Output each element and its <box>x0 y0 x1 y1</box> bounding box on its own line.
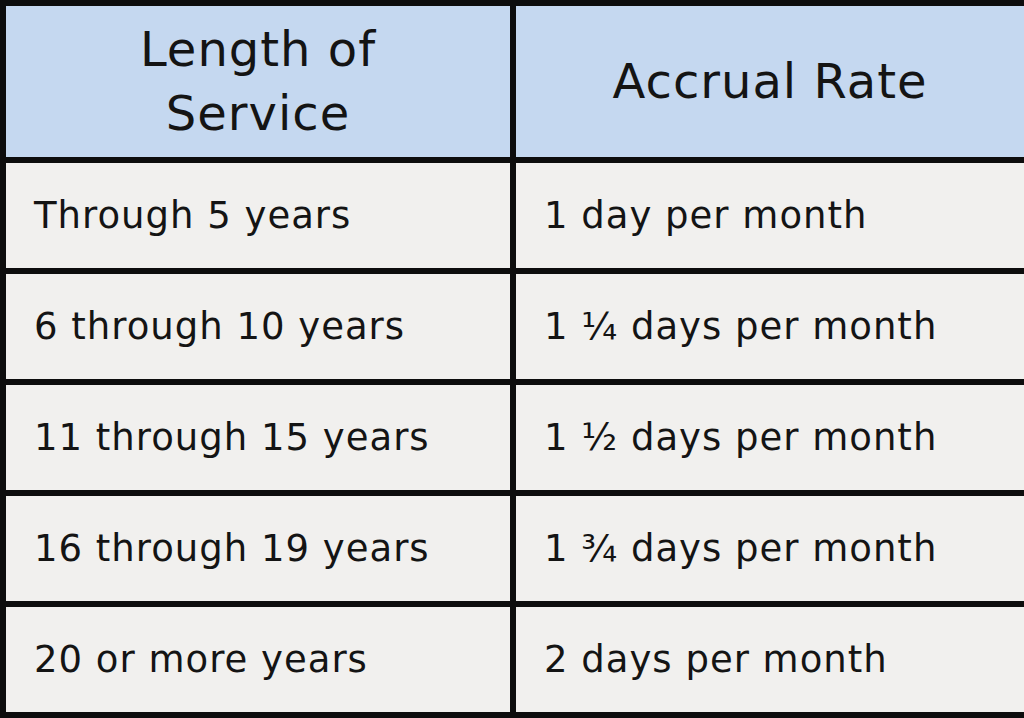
service-cell: 11 through 15 years <box>3 382 513 493</box>
rate-cell: 1 ½ days per month <box>513 382 1024 493</box>
rate-cell: 2 days per month <box>513 604 1024 715</box>
table-row: 6 through 10 years1 ¼ days per month <box>3 271 1024 382</box>
rate-cell: 1 ¼ days per month <box>513 271 1024 382</box>
accrual-table-figure: Length of Service Accrual Rate Through 5… <box>0 0 1024 718</box>
accrual-rate-table: Length of Service Accrual Rate Through 5… <box>0 0 1024 718</box>
header-cell-length-of-service: Length of Service <box>3 3 513 160</box>
service-cell: 16 through 19 years <box>3 493 513 604</box>
table-row: Through 5 years1 day per month <box>3 160 1024 271</box>
service-cell: 6 through 10 years <box>3 271 513 382</box>
rate-cell: 1 ¾ days per month <box>513 493 1024 604</box>
table-body: Through 5 years1 day per month6 through … <box>3 160 1024 715</box>
table-row: 11 through 15 years1 ½ days per month <box>3 382 1024 493</box>
header-label-accrual-rate: Accrual Rate <box>613 50 928 113</box>
table-row: 20 or more years2 days per month <box>3 604 1024 715</box>
header-row: Length of Service Accrual Rate <box>3 3 1024 160</box>
header-cell-accrual-rate: Accrual Rate <box>513 3 1024 160</box>
table-row: 16 through 19 years1 ¾ days per month <box>3 493 1024 604</box>
service-cell: 20 or more years <box>3 604 513 715</box>
rate-cell: 1 day per month <box>513 160 1024 271</box>
service-cell: Through 5 years <box>3 160 513 271</box>
header-label-length-of-service: Length of Service <box>93 18 423 145</box>
